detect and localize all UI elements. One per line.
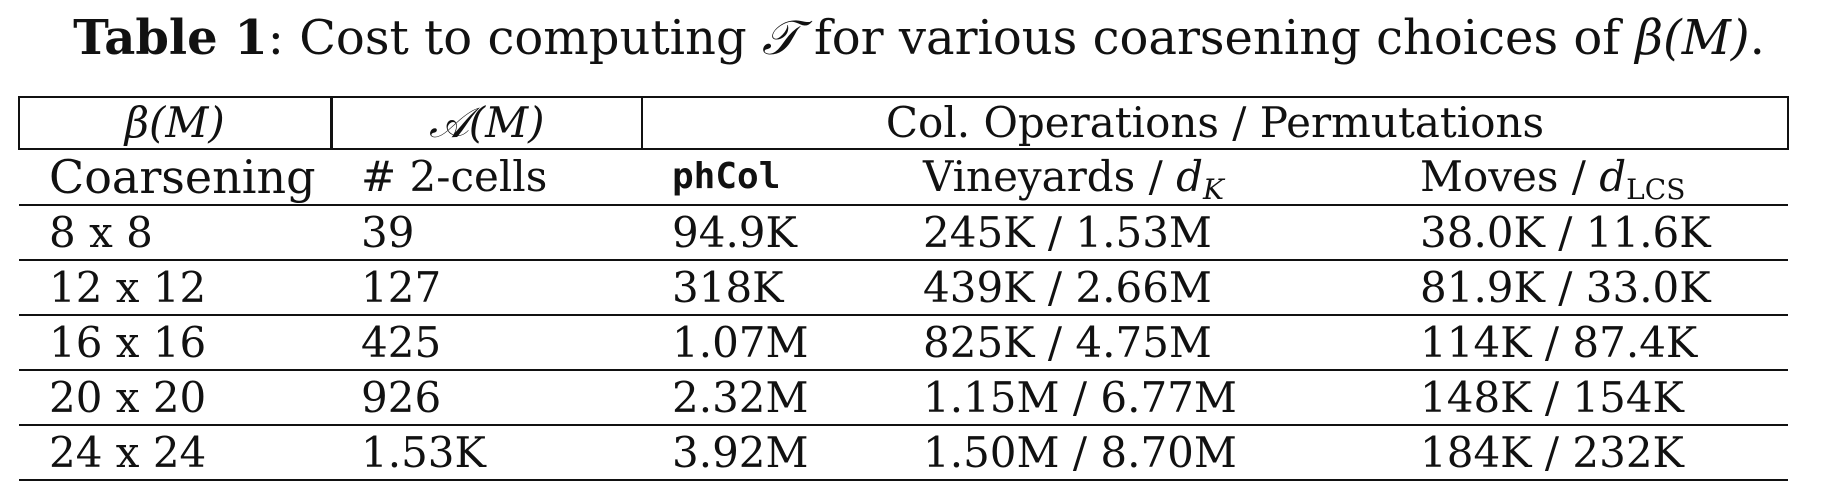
group-header-row: β(M) 𝒜(M) Col. Operations / Permutations <box>18 96 1790 150</box>
cell-vineyards: 245K / 1.53M <box>893 205 1390 261</box>
table-row: 20 x 20 926 2.32M 1.15M / 6.77M 148K / 1… <box>19 370 1789 426</box>
header-moves-prefix: Moves / <box>1420 152 1600 201</box>
group-header-operations: Col. Operations / Permutations <box>642 96 1790 150</box>
cell-moves: 81.9K / 33.0K <box>1390 260 1789 316</box>
cell-coarsening: 8 x 8 <box>19 205 331 261</box>
cell-2-cells: 39 <box>331 205 642 261</box>
table-row: 24 x 24 1.53K 3.92M 1.50M / 8.70M 184K /… <box>19 425 1789 481</box>
header-2-cells: # 2-cells <box>331 149 642 206</box>
results-table-container: β(M) 𝒜(M) Col. Operations / Permutations… <box>18 96 1790 481</box>
sub-header-row: Coarsening # 2-cells phCol Vineyards / d… <box>19 149 1789 206</box>
caption-end: . <box>1749 10 1765 66</box>
cell-phcol: 1.07M <box>642 315 893 371</box>
results-table: β(M) 𝒜(M) Col. Operations / Permutations… <box>18 96 1790 481</box>
caption-text-after: for various coarsening choices of <box>798 10 1636 66</box>
header-coarsening: Coarsening <box>19 149 331 206</box>
header-moves-var: d <box>1599 152 1627 201</box>
cell-vineyards: 825K / 4.75M <box>893 315 1390 371</box>
cell-phcol: 94.9K <box>642 205 893 261</box>
header-vineyards-prefix: Vineyards / <box>923 152 1177 201</box>
cell-2-cells: 425 <box>331 315 642 371</box>
cell-2-cells: 127 <box>331 260 642 316</box>
cell-moves: 38.0K / 11.6K <box>1390 205 1789 261</box>
cell-coarsening: 12 x 12 <box>19 260 331 316</box>
cell-moves: 184K / 232K <box>1390 425 1789 481</box>
caption-symbol: 𝒯 <box>761 10 799 66</box>
caption-beta: β(M) <box>1635 10 1750 66</box>
group-header-cells: 𝒜(M) <box>331 96 643 150</box>
cell-vineyards: 439K / 2.66M <box>893 260 1390 316</box>
cell-moves: 114K / 87.4K <box>1390 315 1789 371</box>
cell-2-cells: 926 <box>331 370 642 426</box>
group-header-beta: β(M) <box>18 96 333 150</box>
cell-moves: 148K / 154K <box>1390 370 1789 426</box>
caption-label: Table 1 <box>73 10 268 66</box>
cell-phcol: 318K <box>642 260 893 316</box>
cell-2-cells: 1.53K <box>331 425 642 481</box>
cell-phcol: 2.32M <box>642 370 893 426</box>
header-vineyards-var: d <box>1176 152 1203 201</box>
header-vineyards-sub: K <box>1202 173 1224 206</box>
table-row: 16 x 16 425 1.07M 825K / 4.75M 114K / 87… <box>19 315 1789 371</box>
table-row: 12 x 12 127 318K 439K / 2.66M 81.9K / 33… <box>19 260 1789 316</box>
cell-coarsening: 20 x 20 <box>19 370 331 426</box>
cell-vineyards: 1.50M / 8.70M <box>893 425 1390 481</box>
header-moves: Moves / dLCS <box>1390 149 1789 206</box>
table-body: 8 x 8 39 94.9K 245K / 1.53M 38.0K / 11.6… <box>19 205 1789 481</box>
table-caption: Table 1: Cost to computing 𝒯 for various… <box>0 6 1838 70</box>
table-row: 8 x 8 39 94.9K 245K / 1.53M 38.0K / 11.6… <box>19 205 1789 261</box>
header-moves-sub: LCS <box>1626 173 1686 206</box>
cell-phcol: 3.92M <box>642 425 893 481</box>
cell-vineyards: 1.15M / 6.77M <box>893 370 1390 426</box>
header-phcol: phCol <box>642 149 893 206</box>
header-vineyards: Vineyards / dK <box>893 149 1390 206</box>
cell-coarsening: 16 x 16 <box>19 315 331 371</box>
cell-coarsening: 24 x 24 <box>19 425 331 481</box>
caption-text-before: : Cost to computing <box>267 10 762 66</box>
